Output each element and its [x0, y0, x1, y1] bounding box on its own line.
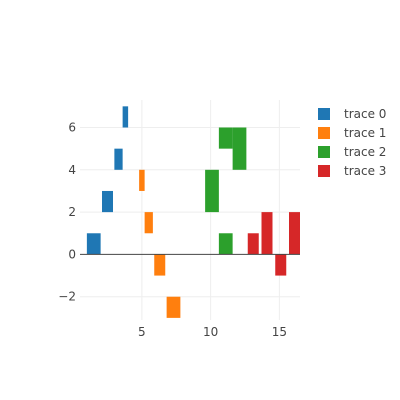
x-tick-label: 15 [272, 325, 287, 339]
bar-trace-3[interactable] [261, 212, 273, 255]
bar-trace-3[interactable] [247, 233, 259, 255]
y-tick-label: 2 [68, 205, 76, 219]
y-tick-label: −2 [58, 290, 76, 304]
bar-trace-1[interactable] [166, 296, 181, 318]
bar-trace-0[interactable] [122, 106, 129, 128]
legend-label: trace 2 [344, 145, 386, 159]
x-tick-label: 5 [138, 325, 146, 339]
legend-label: trace 0 [344, 107, 386, 121]
legend-swatch [318, 165, 330, 177]
bar-trace-1[interactable] [154, 254, 166, 276]
legend-item-trace-3[interactable]: trace 3 [318, 164, 386, 178]
legend-swatch [318, 108, 330, 120]
legend-item-trace-2[interactable]: trace 2 [318, 145, 386, 159]
bar-trace-3[interactable] [275, 254, 287, 276]
y-tick-label: 0 [68, 247, 76, 261]
bar-trace-2[interactable] [205, 169, 219, 213]
gridlines [80, 100, 300, 320]
y-tick-label: 6 [68, 121, 76, 135]
bar-trace-2[interactable] [218, 127, 233, 149]
legend-swatch [318, 127, 330, 139]
x-tick-label: 10 [203, 325, 218, 339]
bar-trace-0[interactable] [86, 233, 101, 255]
bars [86, 106, 300, 318]
y-axis: −2 0 2 4 6 [58, 121, 76, 304]
bar-trace-1[interactable] [139, 169, 145, 191]
legend-label: trace 1 [344, 126, 386, 140]
bar-trace-1[interactable] [144, 212, 153, 234]
x-axis: 5 10 15 [138, 325, 287, 339]
y-tick-label: 4 [68, 163, 76, 177]
legend[interactable]: trace 0 trace 1 trace 2 trace 3 [318, 107, 386, 178]
bar-trace-0[interactable] [102, 190, 113, 213]
bar-trace-0[interactable] [114, 148, 123, 170]
bar-trace-2[interactable] [218, 233, 233, 255]
bar-trace-3[interactable] [289, 212, 300, 255]
legend-swatch [318, 146, 330, 158]
legend-item-trace-0[interactable]: trace 0 [318, 107, 386, 121]
legend-label: trace 3 [344, 164, 386, 178]
bar-trace-2[interactable] [232, 127, 247, 170]
legend-item-trace-1[interactable]: trace 1 [318, 126, 386, 140]
